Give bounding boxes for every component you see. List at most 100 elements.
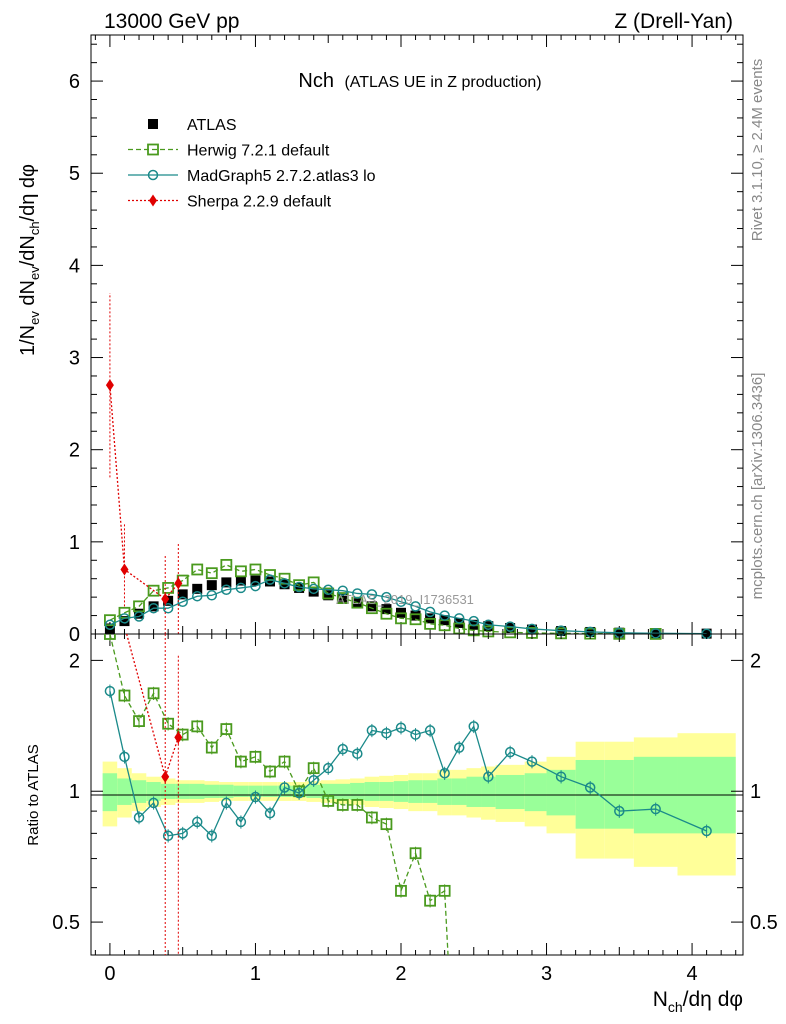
point-madgraph5 <box>206 590 218 601</box>
ratio-point <box>366 725 378 736</box>
y-tick-label-main: 3 <box>69 348 80 370</box>
ratio-point <box>504 746 516 758</box>
band-stat <box>451 778 467 805</box>
ratio-point <box>220 723 233 735</box>
band-stat <box>335 783 351 799</box>
ratio-point <box>337 743 349 755</box>
ylabel-ratio: Ratio to ATLAS <box>25 744 42 845</box>
y-tick-label-main: 0 <box>69 624 80 646</box>
legend-label: Herwig 7.2.1 default <box>187 143 330 160</box>
ratio-point <box>206 830 218 841</box>
band-stat <box>364 782 380 801</box>
point-atlas <box>177 589 188 600</box>
point-atlas <box>235 575 246 586</box>
point-herwig <box>235 565 247 578</box>
point-atlas <box>337 593 348 604</box>
ratio-point <box>235 816 247 828</box>
point-madgraph5 <box>453 613 465 624</box>
point-herwig <box>205 567 218 580</box>
band-stat <box>350 782 365 800</box>
point-atlas <box>119 616 130 627</box>
point-herwig <box>220 558 233 571</box>
header-energy: 13000 GeV pp <box>104 10 239 33</box>
ratio-series-madgraph5 <box>104 684 712 843</box>
band-stat <box>393 781 409 802</box>
y-tick-label-main: 6 <box>69 71 80 93</box>
band-stat <box>102 773 118 812</box>
point-sherpa <box>120 563 129 576</box>
x-tick-label: 2 <box>395 963 406 985</box>
ratio-point <box>439 767 450 779</box>
ratio-line <box>125 634 179 779</box>
legend-label: Sherpa 2.2.9 default <box>187 194 332 211</box>
point-herwig <box>395 612 407 625</box>
point-atlas <box>410 610 421 621</box>
band-stat <box>146 782 161 801</box>
plot-title-main: Nch <box>298 70 334 92</box>
legend: ATLAS Herwig 7.2.1 default MadGraph5 2.7.2… <box>128 117 376 211</box>
point-herwig <box>336 592 349 604</box>
point-herwig <box>380 607 393 620</box>
ratio-point <box>483 771 494 782</box>
ratio-uncertainty-bands <box>102 733 736 876</box>
legend-marker-sherpa <box>149 194 157 207</box>
band-stat <box>495 774 525 810</box>
band-stat <box>575 759 605 829</box>
ratio-point <box>147 687 160 700</box>
series-line-madgraph5 <box>109 578 707 635</box>
ratio-point <box>119 751 130 763</box>
point-herwig <box>249 563 262 576</box>
ratio-point <box>336 799 349 811</box>
point-madgraph5 <box>650 628 661 639</box>
band-stat <box>422 780 438 803</box>
ratio-point <box>381 727 392 739</box>
ratio-point <box>191 816 203 828</box>
x-tick-label: 0 <box>104 963 115 985</box>
point-madgraph5 <box>483 619 494 631</box>
ratio-point <box>161 770 170 783</box>
point-madgraph5 <box>221 584 232 596</box>
point-madgraph5 <box>468 615 480 627</box>
x-tick-label: 4 <box>687 963 698 985</box>
legend-label: MadGraph5 2.7.2.atlas3 lo <box>187 168 376 185</box>
point-madgraph5 <box>381 591 392 603</box>
point-madgraph5 <box>148 602 159 614</box>
ratio-point <box>322 795 335 807</box>
point-herwig <box>424 617 436 630</box>
ratio-series-herwig <box>104 634 451 955</box>
band-stat <box>466 776 482 807</box>
ratio-point <box>701 825 712 837</box>
ratio-point <box>104 685 116 697</box>
band-stat <box>233 785 249 797</box>
ratio-point <box>162 830 174 841</box>
point-madgraph5 <box>133 611 145 622</box>
ratio-plot-frame <box>90 633 744 956</box>
ratio-point <box>526 756 538 767</box>
ratio-point <box>322 762 334 774</box>
plot-title-sub: (ATLAS UE in Z production) <box>344 74 541 91</box>
header-process: Z (Drell-Yan) <box>614 10 733 33</box>
band-stat <box>204 784 220 798</box>
point-herwig <box>322 587 335 600</box>
band-stat <box>175 783 190 799</box>
ratio-point <box>307 762 320 775</box>
point-atlas <box>206 580 217 591</box>
ratio-point <box>424 894 436 907</box>
y-tick-label-main: 4 <box>69 255 80 277</box>
watermark: ATLAS_2019_I1736531 <box>336 592 474 607</box>
side-note-mcplots: mcplots.cern.ch [arXiv:1306.3436] <box>749 373 766 600</box>
ratio-point <box>235 755 247 768</box>
y-tick-label-ratio: 1 <box>69 781 80 803</box>
ratio-point <box>410 729 421 740</box>
point-madgraph5 <box>104 619 116 631</box>
point-madgraph5 <box>191 590 203 602</box>
legend-label: ATLAS <box>187 117 237 134</box>
ratio-plot-panel: 0 1 2 3 4 0.5 0.5 1 1 2 2 <box>52 633 778 985</box>
point-atlas <box>265 576 276 587</box>
ratio-point <box>250 791 261 803</box>
point-madgraph5 <box>352 588 363 599</box>
ratio-point <box>104 634 116 640</box>
band-stat <box>117 778 132 805</box>
band-stat <box>437 778 452 805</box>
